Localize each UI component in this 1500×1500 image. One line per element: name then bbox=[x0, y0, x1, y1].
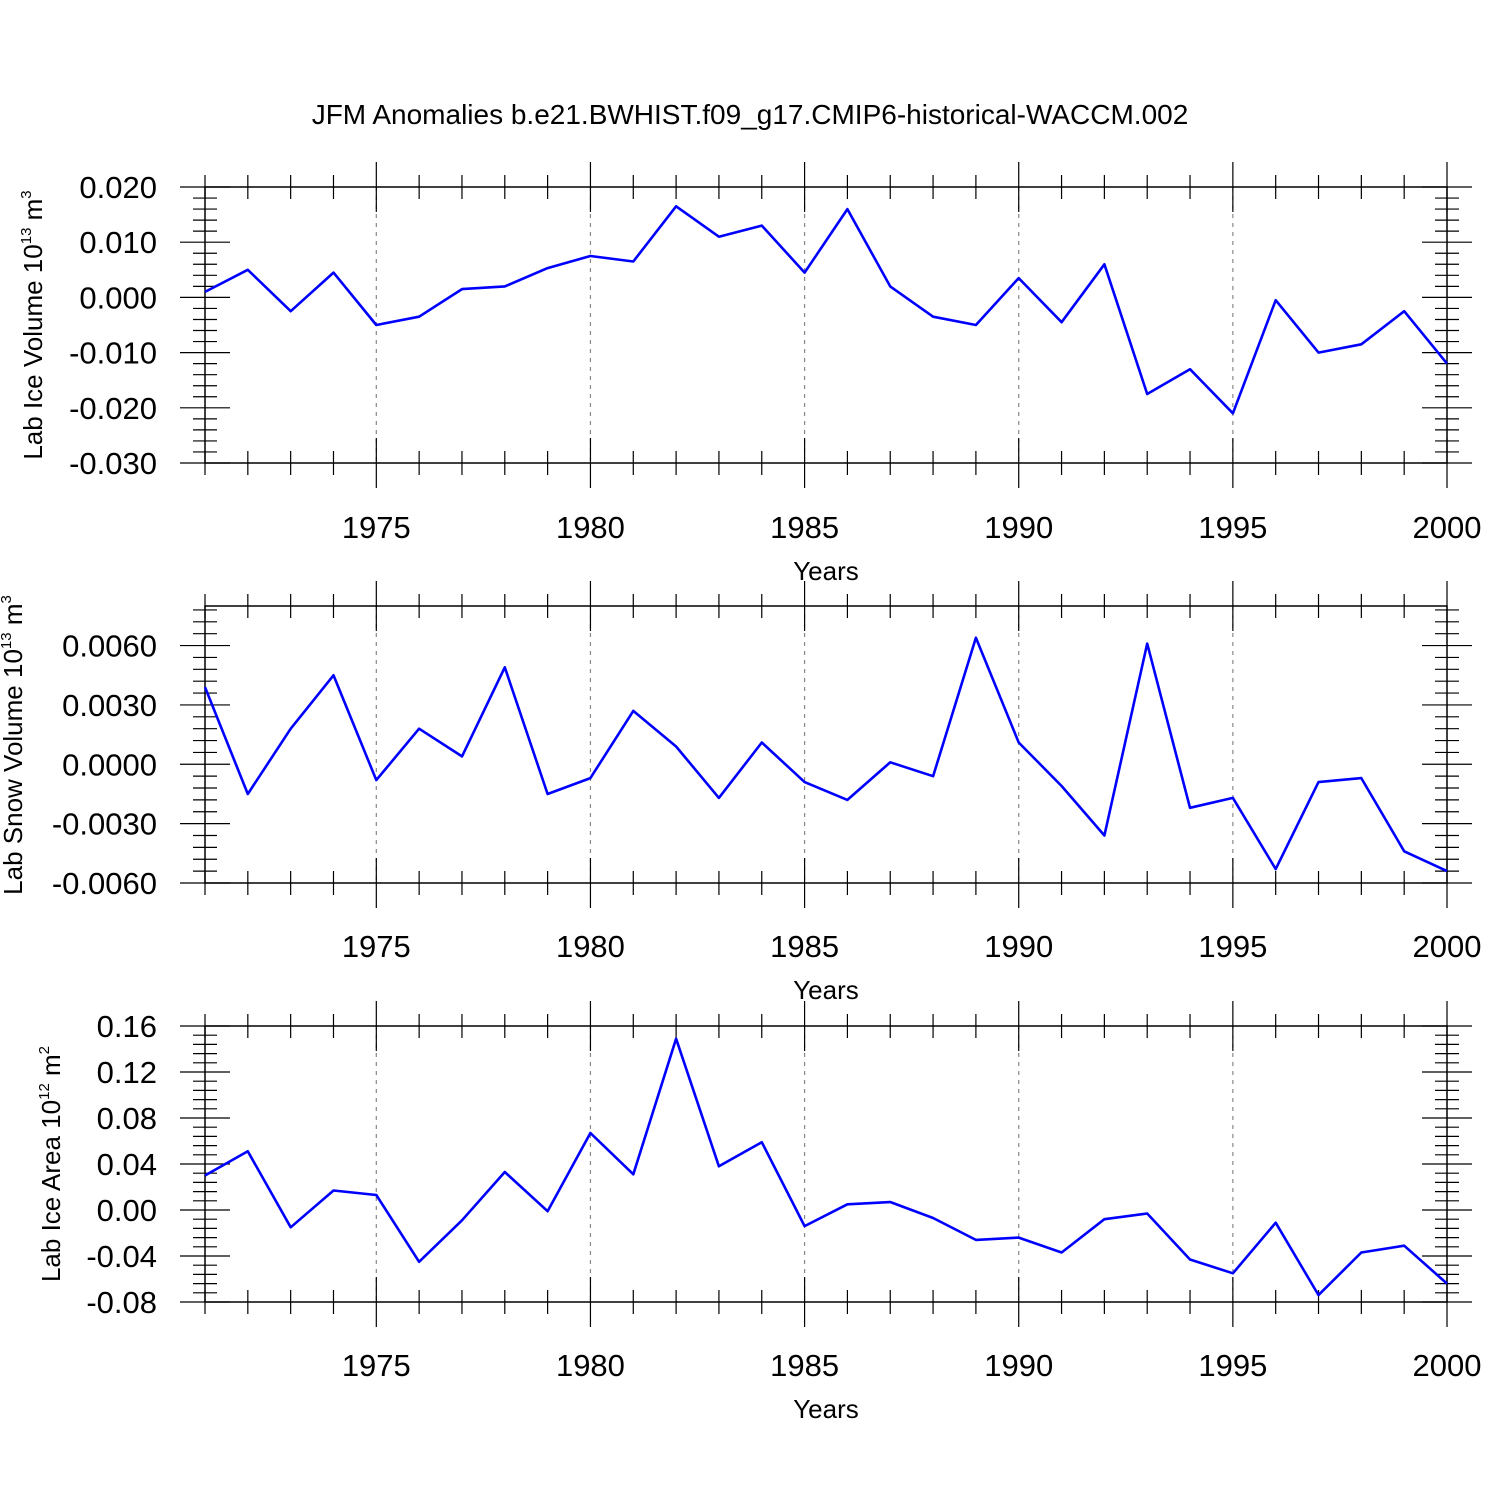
x-axis-label: Years bbox=[793, 1394, 859, 1424]
series-line bbox=[203, 636, 1448, 873]
x-tick-label: 1975 bbox=[342, 510, 411, 545]
x-tick-label: 1980 bbox=[556, 510, 625, 545]
y-tick-label: 0.020 bbox=[79, 170, 157, 205]
plot-frame bbox=[204, 1025, 1448, 1303]
y-tick-label: 0.12 bbox=[97, 1055, 157, 1090]
y-tick-label: -0.0030 bbox=[52, 807, 157, 842]
x-tick-label: 1995 bbox=[1198, 1348, 1267, 1383]
y-tick-label: 0.0030 bbox=[62, 688, 157, 723]
y-tick-label: 0.08 bbox=[97, 1101, 157, 1136]
x-axis-label: Years bbox=[793, 556, 859, 586]
x-axis-label: Years bbox=[793, 975, 859, 1005]
y-tick-label: 0.010 bbox=[79, 225, 157, 260]
y-tick-label: -0.08 bbox=[86, 1285, 157, 1320]
x-tick-label: 1985 bbox=[770, 1348, 839, 1383]
chart-title: JFM Anomalies b.e21.BWHIST.f09_g17.CMIP6… bbox=[312, 99, 1189, 130]
y-axis-label: Lab Snow Volume 1013 m3 bbox=[0, 595, 28, 895]
x-tick-label: 1980 bbox=[556, 1348, 625, 1383]
y-axis-label: Lab Ice Volume 1013 m3 bbox=[18, 190, 48, 459]
y-tick-label: 0.16 bbox=[97, 1009, 157, 1044]
x-tick-label: 2000 bbox=[1413, 510, 1482, 545]
series-line bbox=[204, 205, 1449, 415]
x-tick-label: 1990 bbox=[984, 1348, 1053, 1383]
y-tick-label: -0.010 bbox=[69, 336, 157, 371]
x-tick-label: 1990 bbox=[984, 929, 1053, 964]
series-line bbox=[204, 1037, 1448, 1297]
x-tick-label: 1980 bbox=[556, 929, 625, 964]
x-tick-label: 2000 bbox=[1413, 929, 1482, 964]
y-tick-label: 0.0000 bbox=[62, 747, 157, 782]
x-tick-label: 1975 bbox=[342, 1348, 411, 1383]
y-tick-label: 0.0060 bbox=[62, 629, 157, 664]
plot-frame bbox=[204, 186, 1448, 464]
y-tick-label: -0.020 bbox=[69, 391, 157, 426]
chart-panel-1: -0.030 -0.020 -0.010 0.000 0.010 0.020 1975 198… bbox=[18, 162, 1481, 586]
y-tick-label: -0.0060 bbox=[52, 866, 157, 901]
x-tick-label: 1975 bbox=[342, 929, 411, 964]
y-tick-label: 0.04 bbox=[97, 1147, 157, 1182]
y-tick-label: 0.00 bbox=[97, 1193, 157, 1228]
x-tick-label: 1990 bbox=[984, 510, 1053, 545]
x-tick-label: 1995 bbox=[1198, 929, 1267, 964]
plot-frame bbox=[204, 605, 1448, 884]
x-tick-label: 1985 bbox=[770, 929, 839, 964]
y-tick-label: -0.030 bbox=[69, 446, 157, 481]
y-axis-label: Lab Ice Area 1012 m2 bbox=[36, 1046, 66, 1282]
x-tick-label: 1985 bbox=[770, 510, 839, 545]
x-tick-label: 1995 bbox=[1198, 510, 1267, 545]
x-tick-label: 2000 bbox=[1413, 1348, 1482, 1383]
chart-panel-2: -0.0060 -0.0030 0.0000 0.0030 0.0060 1975 1980… bbox=[0, 581, 1481, 1005]
y-tick-label: 0.000 bbox=[79, 280, 157, 315]
chart-panel-3: -0.08 -0.04 0.00 0.04 0.08 0.12 0.16 1975 1980 19… bbox=[36, 1001, 1481, 1424]
y-tick-label: -0.04 bbox=[86, 1239, 157, 1274]
